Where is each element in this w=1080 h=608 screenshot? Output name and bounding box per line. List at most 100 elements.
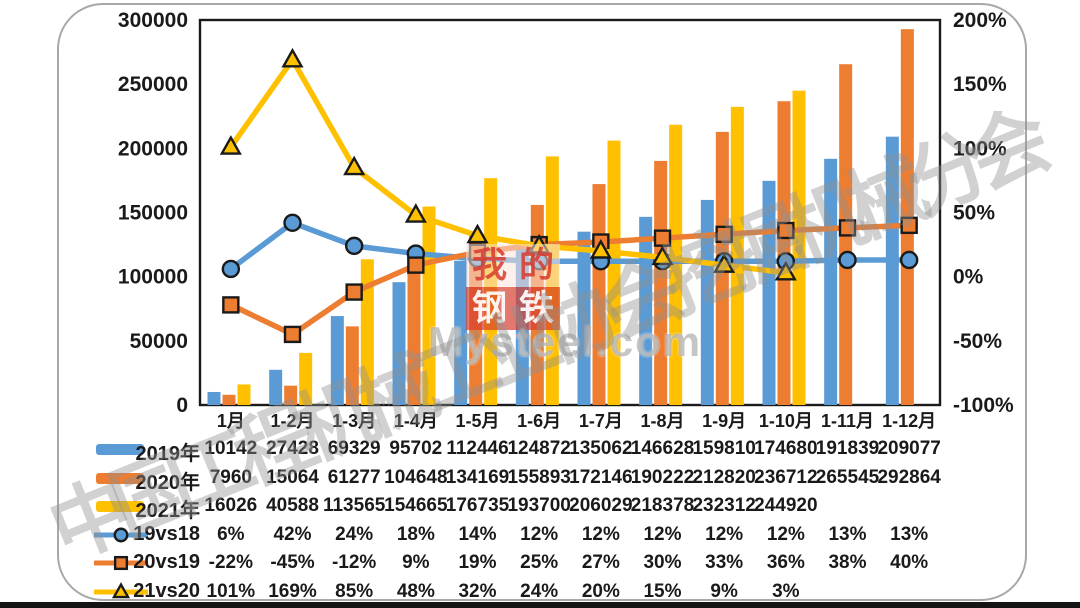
table-cell: 69329 (327, 438, 381, 459)
triangle-marker (111, 582, 131, 599)
table-cell: 48% (396, 581, 435, 602)
table-cell: 12% (520, 523, 559, 545)
bar (392, 282, 406, 405)
legend-swatch-2021年 (96, 501, 144, 513)
table-cell: 193700 (507, 495, 571, 517)
square-marker (345, 283, 363, 301)
table-cell: 12% (766, 523, 805, 545)
circle-marker (113, 527, 129, 543)
table-cell: 206029 (569, 495, 633, 517)
square-marker (283, 325, 302, 344)
bar (299, 352, 313, 405)
table-cell: 154665 (384, 495, 448, 517)
table-cell: 146628 (630, 438, 695, 459)
series-line (228, 57, 789, 276)
table-cell: 159810 (692, 438, 756, 459)
line-20vs19 (222, 216, 918, 344)
table-cell: 112446 (446, 438, 509, 459)
series-line (228, 222, 912, 338)
x-axis-label: 1-4月 (394, 411, 438, 431)
table-cell: 27% (581, 552, 620, 574)
x-axis-label: 1-2月 (270, 411, 314, 431)
bar (269, 369, 283, 405)
table-cell: 32% (458, 581, 497, 602)
triangle-marker (713, 253, 736, 273)
line-21vs20 (219, 47, 797, 281)
x-axis-label: 1-10月 (759, 411, 813, 431)
legend-swatch-2019年 (96, 444, 144, 455)
legend-line-21vs20 (94, 582, 148, 599)
table-cell: 15064 (266, 466, 319, 488)
table-cell: 135062 (569, 438, 633, 459)
table-cell: 16026 (204, 495, 258, 517)
bar (824, 158, 838, 405)
table-cell: 218378 (630, 495, 695, 517)
bar (207, 391, 221, 405)
table-cell: 12% (581, 523, 620, 545)
bar (407, 270, 421, 405)
bottom-black-bar (0, 602, 1080, 608)
table-cell: 40588 (266, 495, 319, 517)
left-axis-tick: 50000 (130, 330, 188, 353)
table-cell: 176735 (445, 495, 510, 517)
table-cell: 38% (828, 552, 867, 574)
left-axis-tick: 300000 (118, 9, 188, 32)
table-cell: 27428 (266, 438, 319, 459)
table-cell: 113565 (322, 495, 386, 517)
bar (222, 394, 236, 405)
left-axis-tick: 250000 (118, 73, 188, 96)
table-cell: 20% (581, 581, 620, 602)
table-cell: 169% (268, 581, 317, 602)
table-row-2019年: 2019年 10142 27428 69329 95702 112446 124872 135… (0, 437, 1080, 465)
right-axis-tick: 0% (953, 266, 984, 289)
legend-line-19vs18 (94, 527, 148, 543)
x-axis-label: 1-8月 (640, 411, 684, 431)
table-cell: 15% (643, 581, 682, 602)
table-cell: 7960 (209, 466, 252, 488)
bar (730, 106, 744, 405)
table-cell: 36% (766, 552, 805, 574)
circle-marker (838, 250, 857, 270)
series-label: 2020年 (135, 471, 201, 494)
x-axis-label: 1-6月 (517, 411, 561, 431)
x-axis-label: 1月 (217, 411, 245, 431)
x-axis-label: 1-9月 (702, 411, 746, 431)
bar (454, 260, 468, 405)
left-axis-tick: 100000 (118, 266, 188, 289)
table-cell: 190222 (630, 466, 695, 488)
table-cell: 13% (828, 523, 867, 545)
right-axis-tick: 50% (953, 202, 995, 225)
table-cell: 104648 (384, 466, 448, 488)
circle-marker (899, 250, 919, 270)
legend-line-20vs19 (94, 556, 148, 571)
square-marker (715, 225, 733, 244)
triangle-marker (651, 245, 674, 266)
right-axis-tick: 200% (953, 9, 1007, 32)
legend-swatch-2020年 (96, 472, 144, 484)
table-cell: 42% (273, 523, 312, 545)
table-cell: 236712 (754, 466, 818, 488)
table-cell: 292864 (877, 466, 941, 488)
table-cell: -12% (331, 552, 377, 574)
table-row-19vs18: 19vs18 6% 42% 24% 18% 14% 12% 12% 12% 12% 12% 13% 13… (0, 523, 1080, 547)
table-cell: 18% (396, 523, 435, 545)
table-cell: 12% (643, 523, 682, 545)
circle-marker (221, 259, 241, 279)
series-label: 19vs18 (133, 522, 200, 545)
triangle-marker (589, 239, 612, 259)
series-label: 2019年 (135, 443, 201, 465)
square-marker (407, 256, 425, 274)
triangle-marker (281, 47, 304, 68)
bar (762, 180, 776, 405)
bar (700, 199, 714, 405)
table-row-2021年: 2021年 16026 40588 113565 154665 176735 193700 2… (0, 494, 1080, 522)
table-cell: 25% (520, 552, 559, 574)
x-axis-label: 1-3月 (332, 411, 376, 431)
series-line (228, 220, 912, 272)
x-axis-label: 1-11月 (821, 411, 874, 431)
bar (284, 385, 298, 405)
table-cell: 33% (705, 552, 744, 574)
right-axis-tick: -100% (953, 394, 1014, 417)
